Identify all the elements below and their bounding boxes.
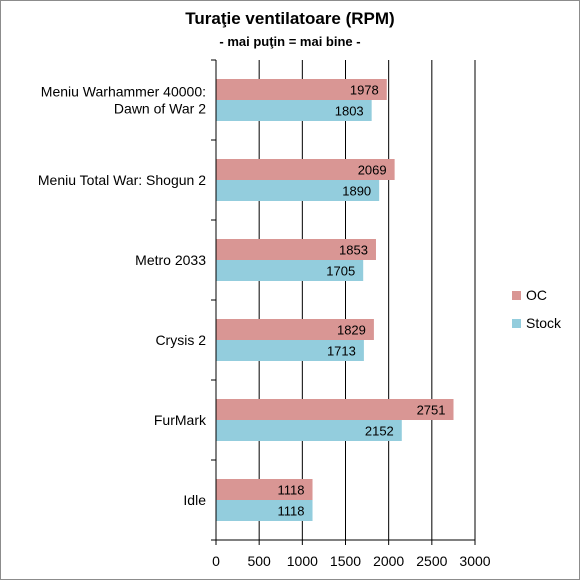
bar-stock [216, 100, 372, 121]
legend-label-oc: OC [526, 287, 547, 303]
category-label: Crysis 2 [155, 332, 206, 348]
legend-swatch-stock [512, 319, 521, 328]
data-label: 1978 [350, 83, 379, 98]
legend-label-stock: Stock [526, 315, 562, 331]
category-label: Idle [183, 492, 206, 508]
category-label: Meniu Warhammer 40000: [41, 84, 206, 100]
chart-subtitle: - mai puţin = mai bine - [219, 34, 361, 49]
data-label: 1118 [278, 483, 305, 498]
legend-swatch-oc [512, 291, 521, 300]
bar-oc [216, 479, 313, 500]
bar-stock [216, 260, 364, 281]
chart-title: Turaţie ventilatoare (RPM) [185, 9, 395, 28]
bar-stock [216, 340, 364, 361]
x-tick-label: 3000 [459, 553, 490, 569]
data-label: 1829 [337, 323, 366, 338]
bar-stock [216, 500, 313, 521]
bar-oc [216, 319, 374, 340]
bar-oc [216, 79, 387, 100]
data-label: 2069 [358, 163, 387, 178]
x-tick-label: 500 [247, 553, 271, 569]
bar-stock [216, 180, 380, 201]
x-tick-label: 1000 [287, 553, 318, 569]
x-tick-label: 2000 [373, 553, 404, 569]
data-label: 1890 [342, 184, 371, 199]
bar-oc [216, 159, 395, 180]
category-label: Meniu Total War: Shogun 2 [38, 172, 206, 188]
bar-oc [216, 239, 376, 260]
data-label: 1853 [339, 243, 368, 258]
x-tick-label: 1500 [330, 553, 361, 569]
data-label: 1118 [278, 504, 305, 519]
category-label: FurMark [154, 412, 207, 428]
bar-stock [216, 420, 402, 441]
bar-oc [216, 399, 454, 420]
category-label: Dawn of War 2 [114, 101, 206, 117]
data-label: 2152 [365, 424, 394, 439]
x-tick-label: 0 [212, 553, 220, 569]
data-label: 1713 [327, 344, 356, 359]
category-label: Metro 2033 [135, 252, 206, 268]
x-tick-label: 2500 [416, 553, 447, 569]
data-label: 1803 [335, 104, 364, 119]
data-label: 2751 [417, 403, 446, 418]
data-label: 1705 [326, 264, 355, 279]
